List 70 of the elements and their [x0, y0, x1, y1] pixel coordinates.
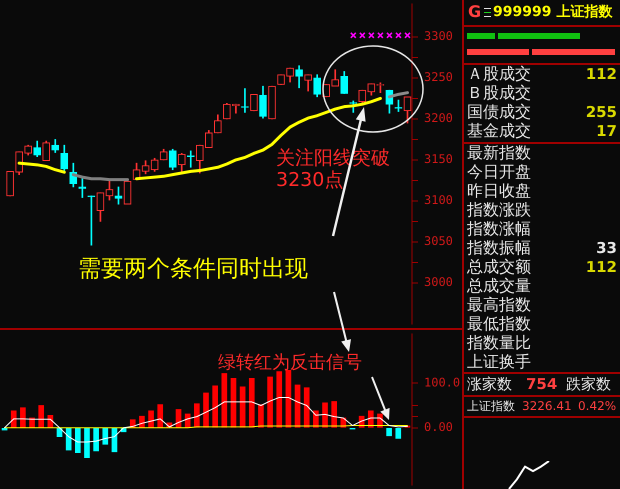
text: 255	[586, 103, 617, 121]
annotation: 绿转红为反击信号	[218, 352, 362, 374]
category-label: 总成交额	[467, 257, 531, 276]
text: 0.42%	[578, 399, 616, 414]
text: 33	[596, 239, 617, 257]
category-label: 最高指数	[467, 295, 531, 314]
y-tick-label: 3200	[424, 111, 453, 126]
bar	[258, 404, 264, 428]
y-tick-label: 3300	[424, 29, 453, 44]
bar	[294, 384, 300, 428]
bar	[212, 386, 218, 428]
bar	[84, 428, 90, 458]
category-label: 指数振幅	[467, 238, 531, 258]
category-label: 总成交量	[467, 276, 531, 296]
bar	[304, 387, 310, 428]
bar	[2, 428, 8, 430]
bar	[221, 373, 228, 428]
bar	[386, 428, 392, 436]
bar	[395, 428, 402, 439]
bar	[20, 407, 26, 428]
bar	[331, 401, 338, 428]
bar	[29, 418, 35, 428]
y-tick-label: 100.0	[424, 375, 460, 390]
category-label: 昨日收盘	[467, 181, 531, 200]
text: 999999 上证指数	[493, 4, 612, 20]
bar	[38, 405, 44, 428]
bar	[322, 402, 328, 428]
y-tick-label: 3150	[424, 152, 453, 166]
bar	[286, 370, 292, 428]
text: 跌家数	[566, 375, 611, 394]
y-tick-label: 3250	[424, 70, 453, 84]
category-label: 基金成交	[467, 121, 531, 140]
candlestick	[241, 88, 249, 113]
y-tick-label: 0.00	[424, 420, 453, 434]
bar	[248, 378, 255, 428]
y-tick-label: 3100	[424, 193, 453, 207]
bar	[240, 386, 246, 428]
category-label: 指数涨幅	[467, 219, 531, 238]
y-tick-label: 3050	[424, 234, 453, 248]
text: 112	[586, 65, 617, 83]
bar	[93, 428, 99, 452]
bar	[176, 409, 182, 428]
bar	[203, 392, 209, 428]
category-label: Ａ股成交	[467, 64, 531, 84]
category-label: 指数量比	[467, 333, 531, 352]
bar	[112, 428, 118, 452]
category-label: 国债成交	[467, 102, 531, 122]
text: 上证指数	[467, 399, 515, 414]
category-label: 指数涨跌	[467, 200, 531, 220]
category-label: 最新指数	[467, 143, 531, 162]
category-label: 上证换手	[467, 352, 531, 372]
annotation: 需要两个条件同时出现	[78, 256, 308, 282]
category-label: 涨家数	[467, 375, 512, 394]
bar	[276, 371, 282, 428]
bar	[157, 404, 164, 428]
bar	[10, 410, 17, 428]
category-label: 今日开盘	[467, 162, 531, 182]
bar	[74, 428, 81, 454]
text: 112	[586, 258, 617, 276]
category-label: 最低指数	[467, 314, 531, 334]
category-label: Ｂ股成交	[467, 83, 531, 102]
y-tick-label: 3000	[424, 274, 453, 289]
bar	[230, 378, 236, 428]
bar	[148, 410, 154, 428]
text: 754	[526, 375, 558, 393]
text: G	[468, 2, 482, 22]
bar	[267, 376, 273, 428]
text: 3226.41	[522, 399, 572, 414]
text: 17	[596, 122, 617, 140]
candlestick	[114, 186, 122, 204]
